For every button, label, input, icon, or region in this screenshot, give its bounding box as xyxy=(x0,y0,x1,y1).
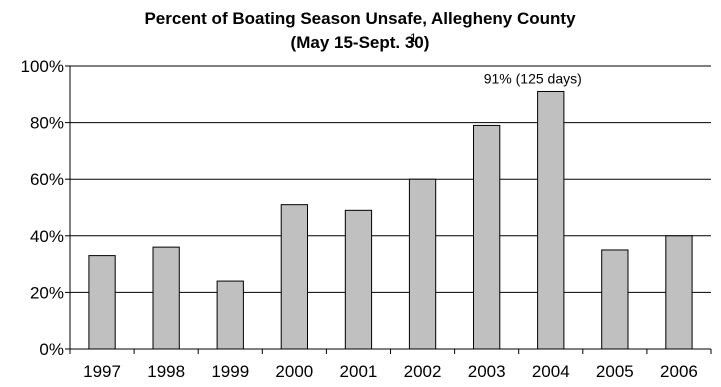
y-tick-label: 40% xyxy=(30,227,64,246)
y-tick-label: 100% xyxy=(21,57,64,76)
bar xyxy=(601,249,629,350)
y-tick-label: 60% xyxy=(30,170,64,189)
x-tick-labels: 1997 1998 1999 2000 2001 2002 2003 2004 2005 2006 xyxy=(83,362,698,381)
x-tick-label: 1997 xyxy=(83,362,121,381)
x-tick-label: 2006 xyxy=(660,362,698,381)
y-tick-label: 80% xyxy=(30,114,64,133)
bar-annotation-label: 91% (125 days) xyxy=(484,70,582,86)
x-tick-label: 2001 xyxy=(340,362,378,381)
chart-title-line1: Percent of Boating Season Unsafe, Allegh… xyxy=(144,9,576,28)
bar xyxy=(344,209,373,350)
bar xyxy=(152,246,180,350)
x-tick-label: 2004 xyxy=(532,362,570,381)
bar xyxy=(473,124,501,350)
bar xyxy=(408,178,437,350)
chart-title: Percent of Boating Season Unsafe, Allegh… xyxy=(144,9,576,52)
bars xyxy=(88,90,693,350)
bar xyxy=(88,255,116,350)
bar xyxy=(280,204,308,350)
y-tick-label: 0% xyxy=(39,340,64,359)
x-tick-label: 2000 xyxy=(275,362,313,381)
bar xyxy=(216,280,244,350)
annotations: 91% (125 days) xyxy=(484,70,582,86)
y-tick-labels: 0% 20% 40% 60% 80% 100% xyxy=(21,57,64,359)
axes xyxy=(65,65,712,354)
chart-title-footnote: 1 xyxy=(410,31,417,45)
x-tick-label: 2003 xyxy=(468,362,506,381)
bar xyxy=(537,90,565,350)
x-tick-label: 2005 xyxy=(596,362,634,381)
y-tick-label: 20% xyxy=(30,283,64,302)
x-tick-label: 1998 xyxy=(147,362,185,381)
chart-title-line2: (May 15-Sept. 30) xyxy=(291,33,430,52)
bar xyxy=(665,235,693,350)
x-tick-label: 1999 xyxy=(211,362,249,381)
x-tick-label: 2002 xyxy=(404,362,442,381)
